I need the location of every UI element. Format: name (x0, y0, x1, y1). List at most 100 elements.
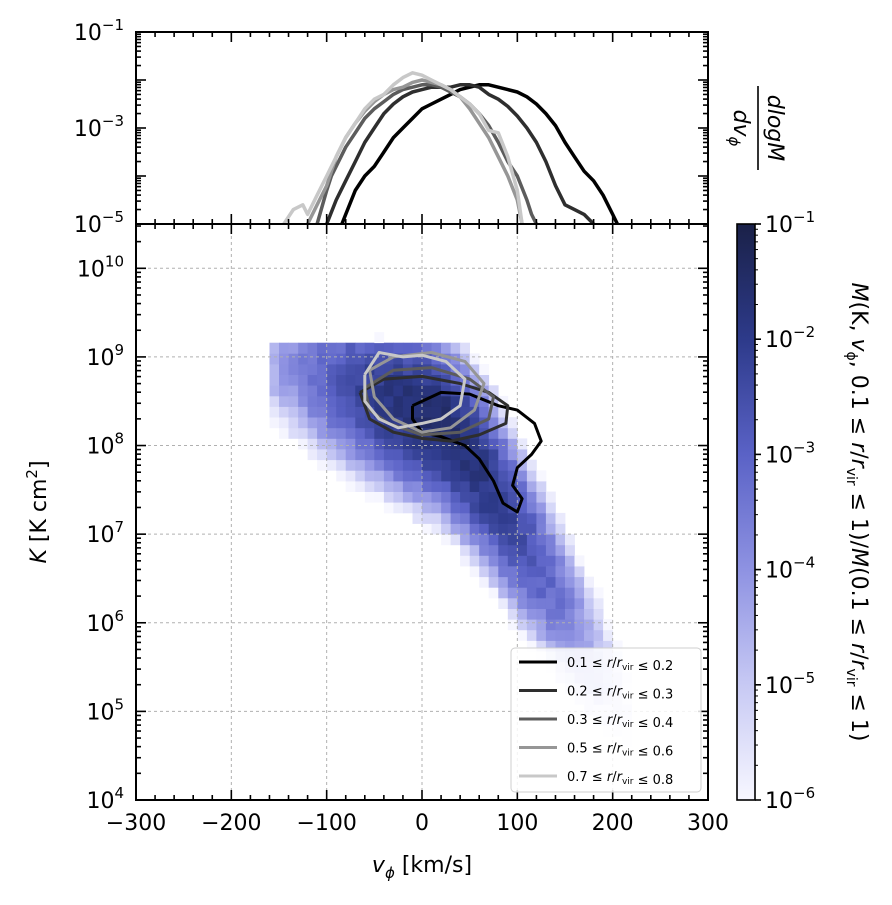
heatmap-cell (460, 406, 470, 418)
heatmap-cell (441, 459, 451, 471)
heatmap-cell (288, 364, 299, 375)
heatmap-cell (288, 374, 299, 386)
heatmap-cell (488, 417, 499, 429)
heatmap-cell (469, 374, 480, 386)
heatmap-cell (526, 534, 537, 546)
heatmap-cell (517, 619, 528, 631)
heatmap-cell (307, 427, 318, 439)
heatmap-cell (374, 364, 385, 375)
heatmap-cell (507, 566, 518, 578)
y-tick-label: 108 (86, 430, 124, 460)
heatmap-cell (488, 481, 499, 492)
heatmap-cell (479, 374, 490, 386)
heatmap-cell (383, 364, 394, 375)
heatmap-cell (517, 608, 528, 620)
heatmap-cell (345, 417, 356, 429)
heatmap-cell (507, 512, 518, 524)
marginal-line (315, 83, 538, 224)
y-tick-label: 109 (86, 341, 124, 371)
top-y-label-denominator: dvϕ (725, 110, 753, 147)
heatmap-cell (450, 502, 461, 514)
heatmap-cell (603, 619, 613, 631)
heatmap-cell (603, 629, 613, 641)
heatmap-cell (383, 449, 394, 461)
heatmap-cell (507, 427, 518, 439)
heatmap-cell (345, 353, 356, 365)
heatmap-cell (402, 342, 413, 354)
heatmap-cell (488, 459, 499, 471)
heatmap-cell (279, 385, 289, 397)
heatmap-cell (450, 512, 461, 524)
heatmap-cell (460, 491, 470, 503)
heatmap-cell (460, 427, 470, 439)
heatmap-cell (422, 438, 432, 450)
legend-label: 0.3 ≤ r/rvir ≤ 0.4 (567, 713, 673, 731)
heatmap-cell (488, 449, 499, 461)
heatmap-cell (422, 449, 432, 461)
heatmap-cell (326, 417, 337, 429)
legend: 0.1 ≤ r/rvir ≤ 0.2 0.2 ≤ r/rvir ≤ 0.3 0.3 … (510, 647, 702, 793)
heatmap-cell (498, 481, 509, 492)
heatmap-cell (517, 459, 528, 471)
heatmap-cell (393, 470, 404, 482)
heatmap-cell (555, 619, 566, 631)
heatmap-cell (326, 427, 337, 439)
heatmap-cell (336, 449, 347, 461)
heatmap-cell (288, 385, 299, 397)
heatmap-cell (488, 576, 499, 588)
heatmap-cell (402, 427, 413, 439)
heatmap-cell (326, 385, 337, 397)
heatmap-cell (545, 587, 556, 599)
heatmap-cell (526, 491, 537, 503)
heatmap-cell (364, 353, 375, 365)
heatmap-cell (422, 491, 432, 503)
heatmap-cell (422, 385, 432, 397)
top-y-label-numerator: dlogM (762, 95, 787, 162)
heatmap-cell (422, 512, 432, 524)
heatmap-cell (317, 406, 327, 418)
heatmap-cell (479, 576, 490, 588)
heatmap-cell (345, 459, 356, 471)
heatmap-cell (383, 342, 394, 354)
heatmap-cell (326, 353, 337, 365)
heatmap-cell (374, 385, 385, 397)
heatmap-cell (441, 512, 451, 524)
heatmap-cell (402, 395, 413, 407)
heatmap-cell (336, 395, 347, 407)
heatmap-cell (536, 608, 547, 620)
heatmap-cell (526, 587, 537, 599)
heatmap-cell (355, 353, 366, 365)
heatmap-cell (393, 374, 404, 386)
heatmap-cell (469, 502, 480, 514)
top-y-tick-label: 10−3 (74, 112, 124, 142)
y-tick-label: 107 (86, 518, 124, 548)
heatmap-cell (460, 385, 470, 397)
heatmap-cell (374, 470, 385, 482)
heatmap-cell (431, 395, 442, 407)
heatmap-cell (431, 481, 442, 492)
heatmap-cell (288, 427, 299, 439)
heatmap-cell (517, 534, 528, 546)
heatmap-cell (374, 438, 385, 450)
heatmap-cell (269, 406, 280, 418)
heatmap-cell (536, 619, 547, 631)
heatmap-cell (412, 438, 423, 450)
x-tick-label: 0 (415, 811, 429, 836)
x-tick-label: 200 (592, 811, 634, 836)
heatmap-cell (498, 417, 509, 429)
top-y-tick-label: 10−5 (74, 208, 124, 238)
heatmap-cell (364, 342, 375, 354)
heatmap-cell (441, 481, 451, 492)
heatmap-cell (441, 534, 451, 546)
y-axis-label: K [K cm2] (23, 460, 52, 563)
heatmap-cell (355, 449, 366, 461)
heatmap-cell (574, 608, 585, 620)
heatmap-cell (441, 364, 451, 375)
heatmap-cell (364, 417, 375, 429)
heatmap-cell (526, 566, 537, 578)
heatmap-cell (555, 523, 566, 535)
heatmap-cell (460, 438, 470, 450)
heatmap-cell (526, 544, 537, 556)
heatmap-cell (402, 481, 413, 492)
